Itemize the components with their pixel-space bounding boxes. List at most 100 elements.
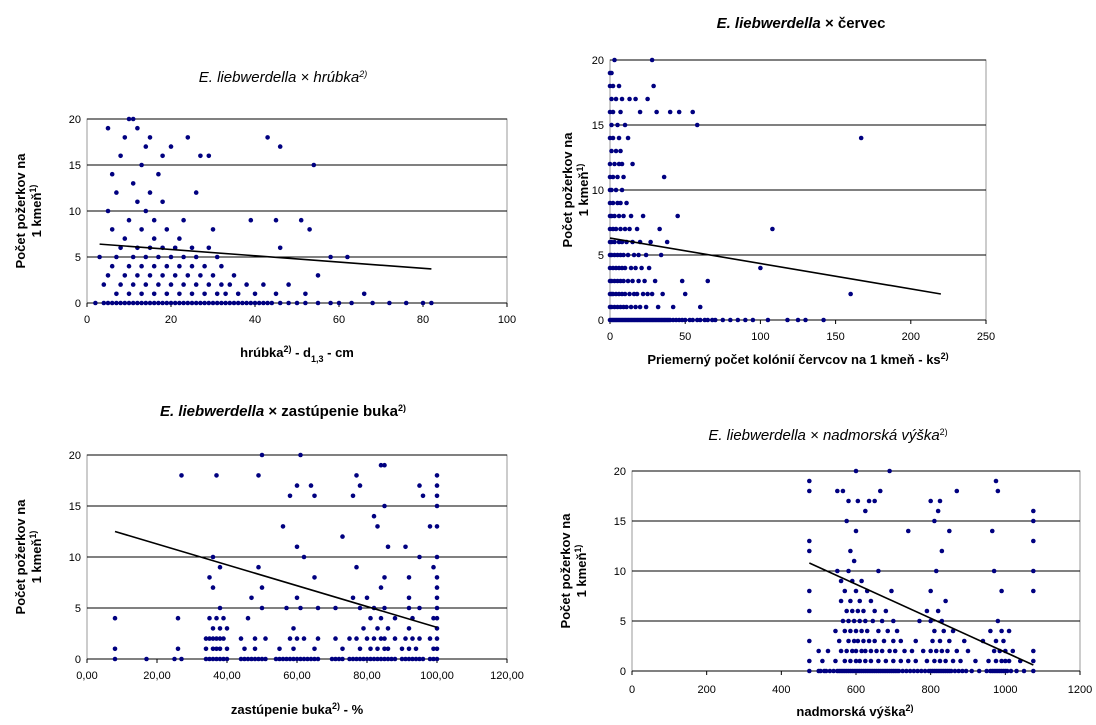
data-point bbox=[1031, 538, 1036, 544]
x-tick-label: 60,00 bbox=[283, 670, 311, 682]
data-point bbox=[855, 638, 861, 644]
data-point bbox=[156, 300, 161, 306]
data-point bbox=[640, 213, 646, 219]
data-point bbox=[1006, 628, 1012, 634]
data-point bbox=[214, 473, 219, 478]
data-point bbox=[1031, 648, 1036, 654]
data-point bbox=[164, 300, 170, 306]
data-point bbox=[403, 656, 408, 662]
data-point bbox=[658, 252, 664, 258]
data-point bbox=[242, 656, 247, 662]
data-point bbox=[315, 605, 321, 611]
trendline bbox=[114, 530, 438, 629]
data-point bbox=[636, 278, 641, 284]
data-point bbox=[206, 153, 212, 159]
data-point bbox=[371, 656, 377, 662]
data-point bbox=[406, 605, 412, 611]
data-point bbox=[392, 615, 398, 621]
data-point bbox=[206, 245, 212, 251]
x-label-superscript: 2) bbox=[332, 701, 340, 711]
data-point bbox=[214, 254, 220, 260]
data-point bbox=[915, 668, 920, 674]
data-point bbox=[217, 646, 223, 652]
data-point bbox=[329, 656, 335, 662]
chart-title: E. liebwerdella × červec bbox=[717, 15, 886, 32]
data-point bbox=[932, 518, 937, 524]
data-point bbox=[618, 148, 623, 154]
data-point bbox=[301, 636, 307, 641]
data-point bbox=[221, 636, 226, 641]
x-tick-label: 600 bbox=[847, 684, 865, 696]
data-point bbox=[156, 171, 161, 177]
data-point bbox=[410, 656, 415, 662]
data-point bbox=[633, 96, 638, 102]
data-point bbox=[207, 575, 212, 580]
data-point bbox=[935, 608, 941, 614]
data-point bbox=[838, 648, 844, 654]
data-point bbox=[350, 656, 356, 662]
y-label-line2: 1 kmeň bbox=[576, 172, 591, 217]
data-point bbox=[193, 254, 199, 260]
data-point bbox=[210, 554, 216, 560]
title-species: E. liebwerdella bbox=[160, 403, 264, 420]
data-point bbox=[887, 468, 892, 474]
data-point bbox=[105, 208, 111, 214]
data-point bbox=[803, 317, 808, 323]
data-point bbox=[259, 605, 265, 611]
y-tick-label: 0 bbox=[75, 654, 81, 666]
data-point bbox=[417, 554, 422, 560]
data-point bbox=[846, 618, 851, 624]
title-species: E. liebwerdella × hrúbka bbox=[199, 69, 360, 86]
data-point bbox=[848, 291, 853, 297]
data-point bbox=[406, 656, 412, 662]
data-point bbox=[898, 658, 904, 664]
data-point bbox=[202, 300, 207, 306]
data-point bbox=[242, 646, 247, 652]
data-point bbox=[357, 605, 363, 611]
data-point bbox=[963, 668, 969, 674]
x-label-main: nadmorská výška bbox=[796, 704, 906, 719]
data-point bbox=[820, 658, 825, 664]
data-point bbox=[179, 656, 184, 662]
data-point bbox=[172, 656, 177, 662]
data-point bbox=[427, 524, 433, 529]
y-tick-label: 0 bbox=[598, 315, 604, 327]
data-point bbox=[175, 615, 181, 621]
data-point bbox=[818, 668, 823, 674]
x-tick-label: 100 bbox=[498, 314, 516, 326]
data-point bbox=[640, 291, 646, 297]
data-point bbox=[1004, 668, 1010, 674]
x-axis-label: hrúbka2) - d1,3 - cm bbox=[240, 344, 354, 364]
y-label-superscript: 1) bbox=[575, 164, 585, 172]
data-point bbox=[151, 236, 157, 241]
data-point bbox=[609, 122, 614, 128]
data-point bbox=[126, 217, 132, 223]
data-point bbox=[368, 615, 373, 621]
data-point bbox=[928, 618, 933, 624]
data-point bbox=[252, 656, 258, 662]
data-point bbox=[347, 636, 352, 641]
data-point bbox=[301, 554, 307, 560]
data-point bbox=[628, 265, 634, 271]
data-point bbox=[619, 187, 625, 193]
data-point bbox=[924, 608, 930, 614]
data-point bbox=[305, 656, 310, 662]
data-point bbox=[434, 493, 440, 499]
data-point bbox=[249, 656, 254, 662]
chart-title: E. liebwerdella × zastúpenie buka2) bbox=[160, 403, 406, 420]
data-point bbox=[610, 200, 616, 206]
data-point bbox=[389, 656, 394, 662]
data-point bbox=[406, 595, 412, 601]
data-point bbox=[872, 498, 877, 504]
data-point bbox=[273, 656, 279, 662]
data-point bbox=[417, 656, 422, 662]
data-point bbox=[139, 263, 144, 269]
data-point bbox=[286, 282, 291, 287]
trendline bbox=[99, 243, 432, 270]
data-point bbox=[294, 300, 300, 306]
data-point bbox=[156, 254, 161, 260]
data-point bbox=[835, 568, 840, 574]
data-point bbox=[853, 658, 859, 664]
